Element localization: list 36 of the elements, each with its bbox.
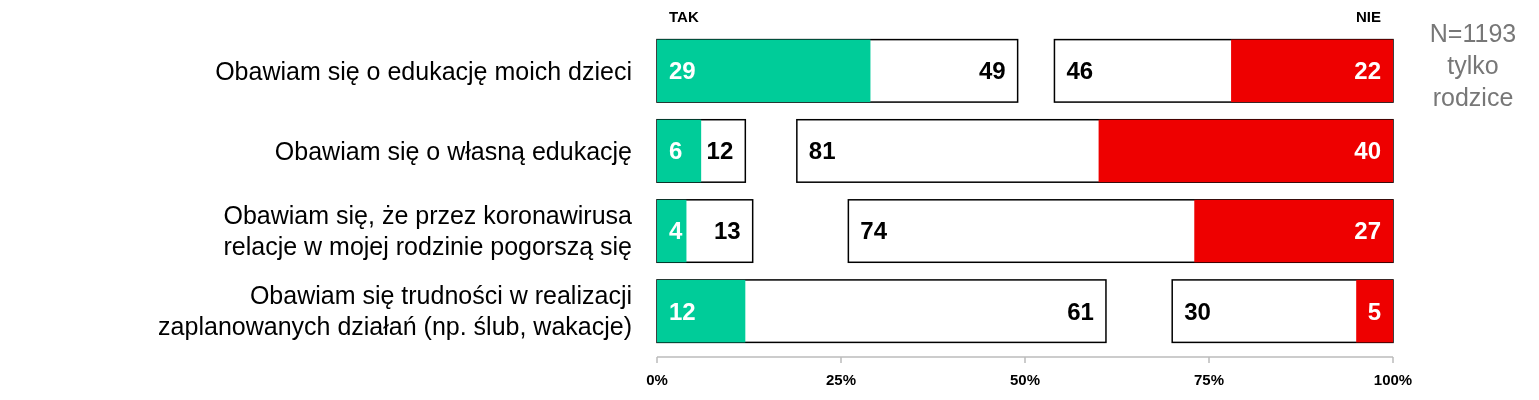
x-tick-label: 100% [1373, 371, 1413, 388]
data-label: 46 [1066, 57, 1094, 85]
data-label: 74 [860, 217, 888, 245]
text: N=1193 tylko rodzice [1429, 19, 1517, 111]
data-label: 13 [713, 217, 741, 245]
text: TAK [669, 8, 699, 25]
data-label: 81 [808, 137, 836, 165]
data-label: 12 [669, 297, 696, 325]
data-label: 49 [978, 57, 1006, 85]
y-tick-label: Obawiam się trudności w realizacji zaplanowanych działań (np. ślub, wakacje) [158, 281, 632, 341]
data-label: 27 [1354, 217, 1381, 245]
bar [1231, 39, 1393, 103]
x-tick-label: 50% [1009, 371, 1041, 388]
data-label: 40 [1354, 137, 1381, 165]
data-label: 30 [1184, 297, 1211, 325]
x-tick-label: 0% [646, 371, 668, 388]
bar [657, 199, 687, 263]
bar [1098, 119, 1393, 183]
x-tick-label: 75% [1193, 371, 1225, 388]
x-tick-label: 25% [825, 371, 857, 388]
data-label: 61 [1067, 297, 1094, 325]
data-label: 22 [1354, 57, 1381, 85]
y-tick-label: Obawiam się o edukację moich dzieci [215, 56, 632, 85]
y-tick-label: Obawiam się, że przez koronawirusa relacje w mojej rodzinie pogorszą się [223, 201, 633, 261]
data-label: 4 [669, 217, 683, 245]
bar [657, 39, 871, 103]
bar [657, 279, 746, 343]
data-label: 29 [669, 57, 696, 85]
bar [657, 119, 702, 183]
data-label: 12 [706, 137, 734, 165]
data-label: 6 [669, 137, 683, 165]
y-tick-label: Obawiam się o własną edukację [274, 136, 632, 165]
text: NIE [1355, 8, 1381, 25]
data-label: 5 [1367, 297, 1381, 325]
bar [1194, 199, 1393, 263]
bar [1356, 279, 1393, 343]
